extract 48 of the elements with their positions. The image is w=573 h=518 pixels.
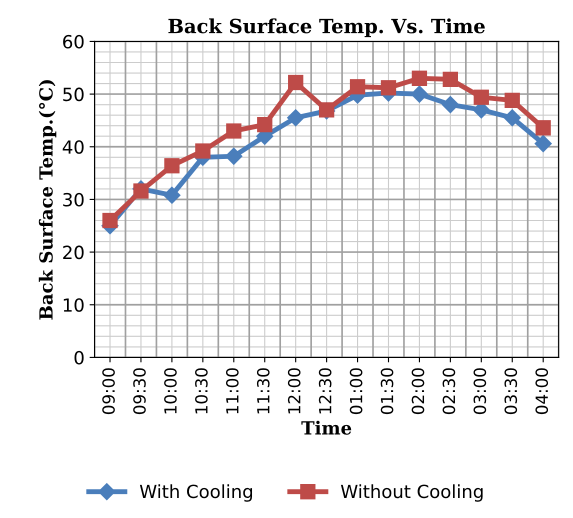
x-tick-label: 02:00 [412, 368, 424, 414]
y-tick-label: 20 [63, 246, 84, 260]
point [380, 80, 396, 96]
x-tick-label: 03:00 [474, 368, 486, 414]
y-axis-title: Back Surface Temp.(°C) [38, 80, 56, 320]
x-tick-label: 09:30 [133, 368, 146, 414]
point [442, 96, 459, 114]
point [225, 148, 242, 165]
x-tick-label: 04:00 [535, 368, 548, 414]
point [504, 92, 520, 108]
point [226, 123, 242, 139]
y-tick-label: 40 [62, 140, 84, 154]
x-tick-label: 11:00 [226, 368, 239, 414]
point [474, 90, 489, 105]
point [257, 117, 272, 132]
point [536, 120, 551, 136]
x-tick-label: 01:30 [380, 368, 394, 414]
y-tick-label: 0 [74, 350, 84, 365]
legend-label: Without Cooling [340, 484, 483, 502]
y-tick-label: 60 [63, 34, 84, 49]
point [102, 212, 118, 228]
x-tick-label: 11:30 [256, 368, 270, 414]
point [133, 183, 149, 199]
chart-title: Back Surface Temp. Vs. Time [168, 18, 485, 38]
point [164, 158, 180, 174]
y-tick-label: 30 [63, 192, 84, 207]
point [350, 79, 366, 94]
legend-label: With Cooling [140, 484, 252, 502]
point [442, 72, 458, 87]
point [534, 135, 552, 152]
x-tick-label: 12:30 [318, 368, 332, 414]
point [287, 109, 304, 126]
point [288, 74, 304, 90]
point [504, 109, 521, 126]
point [412, 70, 428, 86]
y-tick-label: 50 [63, 88, 84, 102]
point [410, 86, 428, 103]
x-tick-label: 03:30 [504, 368, 518, 414]
x-axis-title: Time [301, 420, 352, 435]
point [195, 143, 210, 159]
x-tick-label: 01:00 [350, 368, 362, 414]
x-tick-label: 12:00 [288, 368, 301, 414]
point [163, 186, 180, 204]
x-tick-label: 10:00 [164, 368, 177, 414]
x-tick-label: 09:00 [102, 368, 115, 414]
y-tick-label: 10 [64, 298, 84, 312]
x-tick-label: 02:30 [442, 368, 456, 414]
x-tick-label: 10:30 [195, 368, 208, 414]
